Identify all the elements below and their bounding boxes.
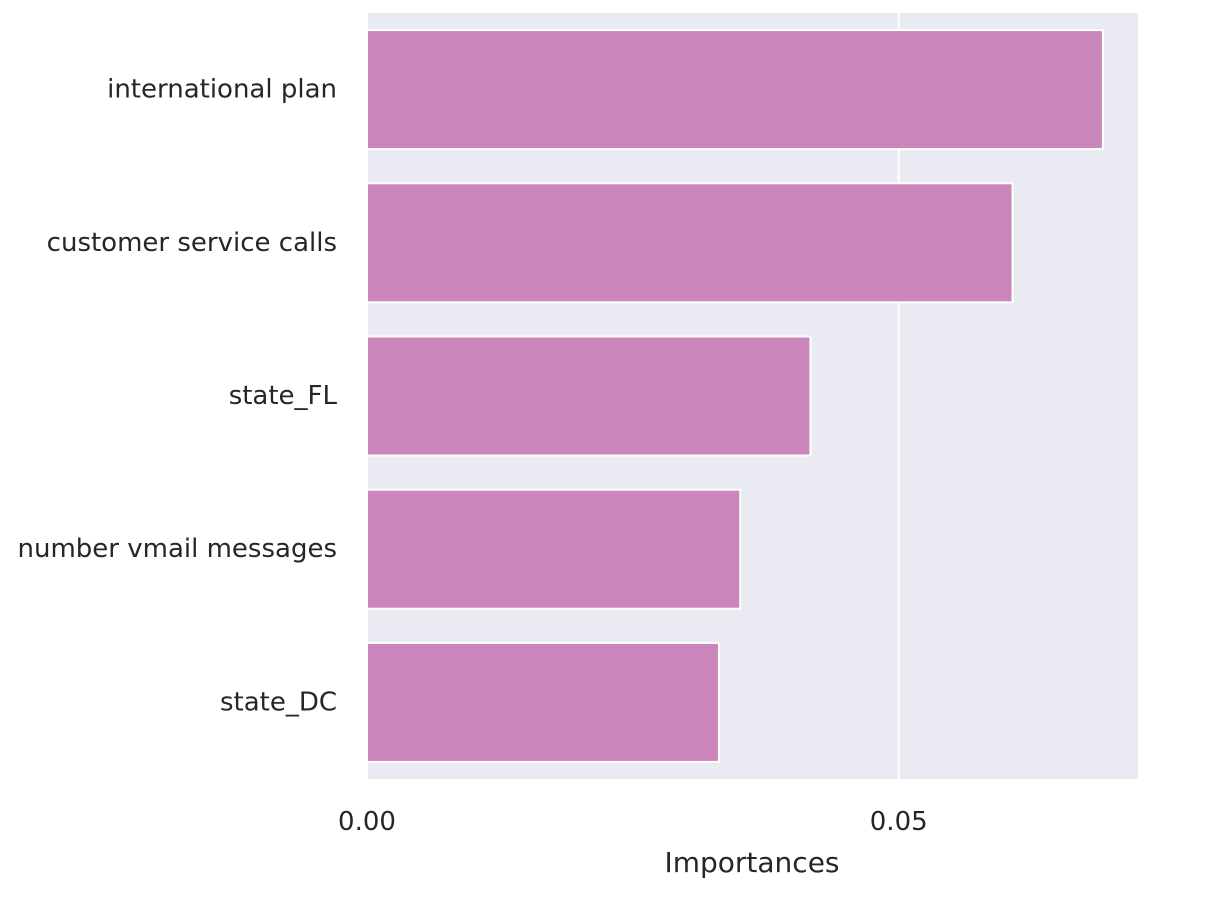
bar [366,335,812,457]
y-tick-label: customer service calls [47,228,337,258]
y-tick-label: state_DC [220,687,337,717]
x-tick-label: 0.00 [338,807,396,837]
bars [366,29,1104,763]
y-tick-label: international plan [107,75,337,105]
x-tick-labels: 0.00 0.05 [338,807,928,837]
bar [366,182,1014,304]
x-tick-label: 0.05 [870,807,928,837]
bar [366,29,1104,151]
y-tick-label: state_FL [229,381,338,411]
bar [366,641,721,763]
y-tick-label: number vmail messages [18,534,338,564]
bar [366,488,742,610]
y-tick-labels: international plan customer service calls… [18,75,338,718]
x-axis-label: Importances [664,846,839,879]
